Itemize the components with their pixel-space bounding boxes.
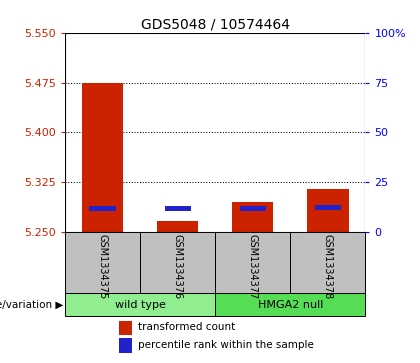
Bar	[215, 293, 365, 316]
Bar	[157, 221, 198, 232]
Bar	[240, 206, 266, 212]
Bar	[307, 189, 349, 232]
Text: HMGA2 null: HMGA2 null	[257, 299, 323, 310]
Bar	[65, 293, 215, 316]
Text: GSM1334376: GSM1334376	[173, 234, 183, 299]
Bar	[140, 232, 215, 293]
Bar	[215, 232, 290, 293]
Bar	[82, 82, 123, 232]
Text: transformed count: transformed count	[138, 322, 235, 332]
Title: GDS5048 / 10574464: GDS5048 / 10574464	[141, 17, 290, 32]
Bar	[65, 232, 140, 293]
Text: GSM1334378: GSM1334378	[323, 234, 333, 299]
Bar	[315, 205, 341, 210]
Text: GSM1334377: GSM1334377	[248, 234, 258, 299]
Bar	[290, 232, 365, 293]
Text: percentile rank within the sample: percentile rank within the sample	[138, 339, 314, 350]
Text: GSM1334375: GSM1334375	[97, 234, 108, 299]
Text: genotype/variation ▶: genotype/variation ▶	[0, 299, 63, 310]
Bar	[232, 202, 273, 232]
Bar	[119, 321, 132, 335]
Bar	[165, 206, 191, 212]
Text: wild type: wild type	[115, 299, 165, 310]
Bar	[119, 338, 132, 352]
Bar	[89, 206, 116, 212]
